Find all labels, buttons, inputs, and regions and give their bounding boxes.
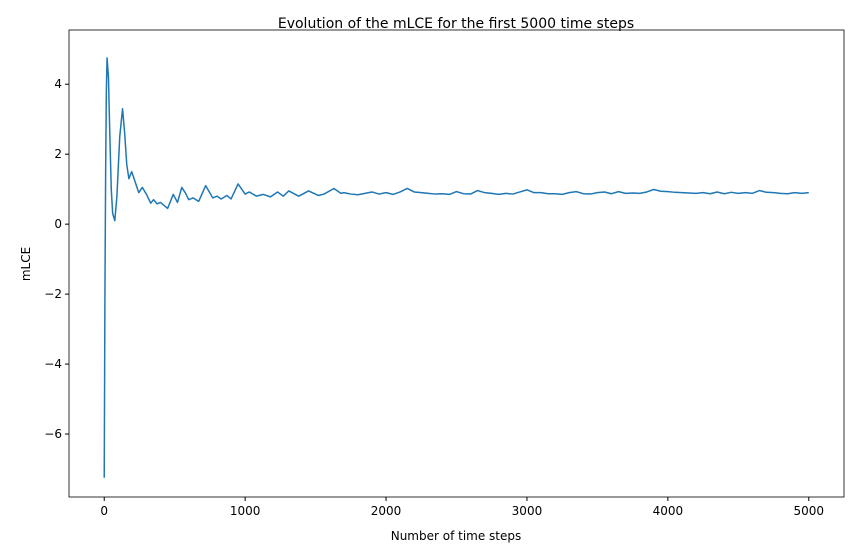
data-line bbox=[103, 57, 809, 478]
y-tick-label: 4 bbox=[54, 77, 62, 91]
y-tick-label: −6 bbox=[44, 427, 62, 441]
y-tick-label: 2 bbox=[54, 147, 62, 161]
x-tick-label: 5000 bbox=[793, 504, 824, 518]
chart-title: Evolution of the mLCE for the first 5000… bbox=[278, 16, 634, 32]
y-tick-label: −4 bbox=[44, 357, 62, 371]
x-tick-label: 4000 bbox=[653, 504, 684, 518]
y-tick-label: −2 bbox=[44, 287, 62, 301]
y-tick-label: 0 bbox=[54, 217, 62, 231]
y-axis-label: mLCE bbox=[19, 247, 33, 281]
x-tick-label: 2000 bbox=[371, 504, 402, 518]
x-axis-label: Number of time steps bbox=[391, 529, 522, 543]
axes-frame bbox=[68, 29, 845, 498]
x-tick-label: 3000 bbox=[512, 504, 543, 518]
x-tick-label: 0 bbox=[100, 504, 108, 518]
x-tick-label: 1000 bbox=[230, 504, 261, 518]
